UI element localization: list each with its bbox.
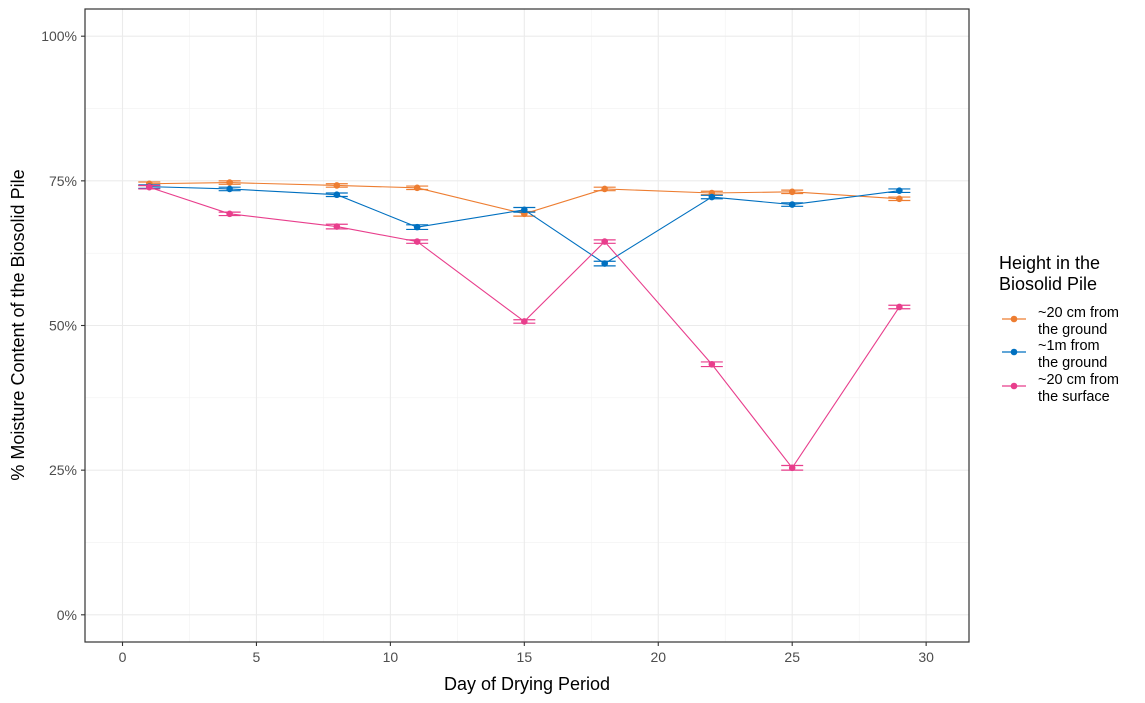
y-tick-label: 25% bbox=[49, 462, 77, 478]
y-axis-title: % Moisture Content of the Biosolid Pile bbox=[8, 169, 28, 480]
legend-title: Height in the bbox=[999, 253, 1100, 273]
x-tick-label: 10 bbox=[383, 649, 399, 665]
data-point bbox=[896, 187, 903, 194]
x-tick-label: 15 bbox=[517, 649, 533, 665]
data-point bbox=[708, 193, 716, 201]
y-tick-label: 75% bbox=[49, 173, 77, 189]
legend-key-point bbox=[1010, 382, 1018, 390]
x-tick-label: 0 bbox=[119, 649, 127, 665]
legend-key-point bbox=[1010, 315, 1018, 323]
data-point bbox=[521, 318, 528, 325]
legend-label: ~20 cm from bbox=[1038, 305, 1119, 321]
data-point bbox=[333, 182, 341, 189]
legend-label: the ground bbox=[1038, 322, 1107, 338]
data-point bbox=[226, 179, 233, 186]
data-point bbox=[413, 238, 421, 245]
legend-key-point bbox=[1010, 348, 1018, 356]
data-point bbox=[333, 191, 341, 199]
legend-label: the surface bbox=[1038, 389, 1110, 405]
data-point bbox=[333, 223, 341, 230]
x-tick-label: 20 bbox=[650, 649, 666, 665]
x-axis-title: Day of Drying Period bbox=[444, 674, 610, 694]
data-point bbox=[896, 303, 903, 311]
plot-panel bbox=[84, 8, 970, 643]
y-tick-label: 100% bbox=[41, 28, 77, 44]
data-point bbox=[896, 195, 903, 203]
data-point bbox=[601, 260, 608, 267]
data-point bbox=[226, 185, 233, 193]
series-1 bbox=[138, 179, 911, 218]
data-point bbox=[708, 360, 716, 368]
data-point bbox=[601, 185, 608, 193]
data-point bbox=[788, 464, 796, 472]
data-point bbox=[413, 184, 421, 192]
data-point bbox=[413, 223, 421, 231]
x-axis: 0 5 10 15 20 25 30 bbox=[119, 642, 934, 665]
x-tick-label: 25 bbox=[784, 649, 800, 665]
data-point bbox=[226, 210, 233, 218]
data-point bbox=[788, 188, 796, 196]
y-axis: 0% 25% 50% 75% 100% bbox=[41, 28, 85, 623]
x-tick-label: 5 bbox=[253, 649, 261, 665]
x-tick-label: 30 bbox=[918, 649, 934, 665]
legend-label: ~1m from bbox=[1038, 338, 1100, 354]
legend-label: the ground bbox=[1038, 355, 1107, 371]
legend-title: Biosolid Pile bbox=[999, 274, 1097, 294]
series-layer bbox=[138, 179, 911, 472]
data-point bbox=[601, 238, 608, 245]
legend-label: ~20 cm from bbox=[1038, 372, 1119, 388]
data-point bbox=[521, 206, 528, 214]
y-tick-label: 50% bbox=[49, 318, 77, 334]
data-point bbox=[788, 201, 796, 208]
data-point bbox=[145, 183, 153, 191]
y-tick-label: 0% bbox=[57, 607, 77, 623]
series-3 bbox=[138, 183, 911, 472]
